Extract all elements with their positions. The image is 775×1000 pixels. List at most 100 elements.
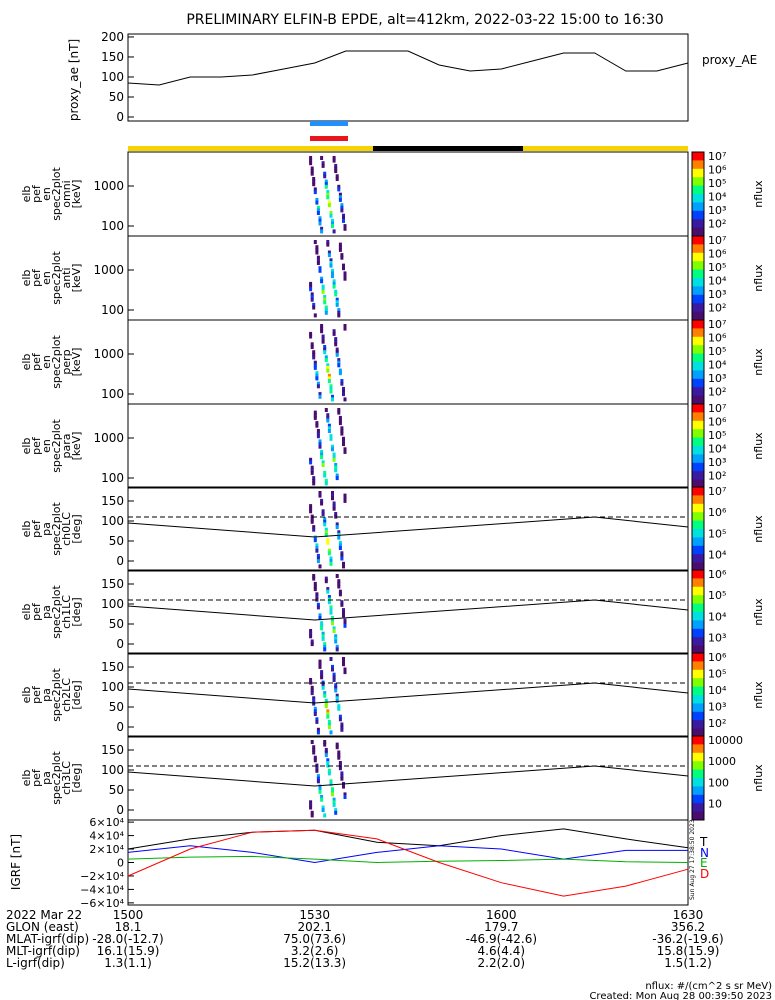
spectrogram-cell [316,384,320,389]
spectrogram-cell [318,615,322,620]
spectrogram-cell [324,704,328,709]
spectrogram-cell [323,473,327,478]
spectrogram-cell [332,797,336,802]
spectrogram-cell [337,535,341,540]
spectrogram-cell [331,792,334,797]
spectrogram-cell [331,268,334,273]
spectrogram-cell [316,556,320,561]
colorbar-segment [692,761,704,766]
colorbar-segment [692,416,704,422]
colorbar-segment [692,603,704,609]
panel-frame [127,235,689,321]
spectrogram-cell [309,631,313,636]
spectrogram-cell [335,742,339,747]
colorbar-tick-label: 10⁷ [708,150,726,163]
spectrogram-cell [323,647,327,652]
spectrogram-cell [342,213,345,218]
spectrogram-cell [318,442,322,447]
spectrogram-cell [337,310,341,315]
spectrogram-cell [315,719,319,724]
panel-ylabel-line: en [40,439,53,453]
spectrogram-cell [309,331,313,336]
panel-tick-label: 150 [101,494,124,508]
spectrogram-cell [315,717,319,722]
colorbar-segment [692,682,704,688]
spectrogram-cell [337,755,341,760]
spectrogram-cell [332,284,336,289]
spectrogram-cell [318,659,322,664]
colorbar-segment [692,223,704,229]
spectrogram-cell [332,279,336,284]
spectrogram-cell [331,224,334,229]
spectrogram-cell [331,394,334,399]
colorbar-segment [692,778,704,783]
spectrogram-cell [337,750,341,755]
panel-ylabel-line: spec2plot [50,668,63,722]
colorbar-segment [692,732,704,738]
colorbar-segment [692,499,704,505]
colorbar-segment [692,558,704,564]
panel-ylabel-line: anti [60,267,73,288]
colorbar-segment [692,324,704,329]
spectrogram-cell [316,381,320,386]
spectrogram-cell [313,706,317,711]
spectrogram-cell [312,525,316,530]
colorbar-segment [692,554,704,559]
spectrogram-cell [320,626,324,631]
spectrogram-cell [340,771,344,776]
spectrogram-cell [335,644,339,649]
spectrogram-cell [338,195,342,200]
colorbar-segment [692,391,704,397]
igrf-sidebar-text: Sun Aug 27 17:38:50 2023 [689,819,696,900]
spectrogram-cell [334,514,338,519]
spectrogram-cell [327,376,331,381]
xaxis-row-value: 356.2 [671,920,705,934]
spectrogram-cell [313,190,317,195]
spectrogram-cell [329,436,333,441]
spectrogram-cell [338,717,342,722]
spectrogram-cell [332,281,336,286]
spectrogram-cell [313,758,317,763]
spectrogram-cell [318,221,322,226]
spectrogram-cell [334,808,338,813]
spectrogram-cell [329,261,333,265]
spectrogram-cell [331,615,334,620]
spectrogram-cell [315,546,319,550]
igrf-tick-label: 2×10⁴ [89,843,124,856]
spectrogram-cell [334,337,338,342]
spectrogram-cell [323,171,327,176]
spectrogram-cell [329,211,333,215]
spectrogram-cell [321,289,325,294]
spectrogram-cell [324,308,328,313]
spectrogram-cell [323,295,327,299]
spectrogram-cell [310,295,314,299]
panel-tick-label: 100 [101,597,124,611]
proxy-ae-frame [127,33,689,122]
panel-tick-label: 100 [101,387,124,401]
panel-ylabel-line: pef [30,436,43,455]
colorbar-segment [692,332,704,338]
colorbar-segment [692,570,704,575]
spectrogram-cell [310,642,314,647]
colorbar-segment [692,370,704,376]
spectrogram-cell [313,187,317,192]
spectrogram-cell [324,481,328,486]
colorbar-segment [692,678,704,683]
colorbar-segment [692,252,704,258]
spectrogram-cell [324,750,328,755]
colorbar-segment [692,210,704,216]
colorbar-segment [692,168,704,174]
spectrogram-cell [329,384,333,389]
spectrogram-cell [338,761,342,765]
colorbar-segment [692,695,704,700]
spectrogram-cell [310,685,314,690]
spectrogram-cell [324,532,328,537]
panel-ylabel-line: pef [30,352,43,371]
spectrogram-cell [309,334,313,339]
panel-tick-label: 50 [109,700,124,714]
spectrogram-cell [315,250,319,255]
spectrogram-cell [324,179,328,184]
spectrogram-cell [334,169,338,174]
